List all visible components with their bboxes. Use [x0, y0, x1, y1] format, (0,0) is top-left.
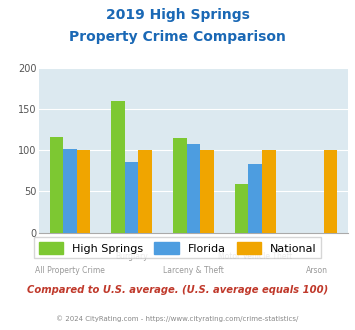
- Text: 2019 High Springs: 2019 High Springs: [105, 8, 250, 22]
- Bar: [262, 150, 275, 233]
- Text: Property Crime Comparison: Property Crime Comparison: [69, 30, 286, 44]
- Bar: [138, 150, 152, 233]
- Bar: [50, 137, 63, 233]
- Bar: [324, 150, 337, 233]
- Bar: [77, 150, 90, 233]
- Legend: High Springs, Florida, National: High Springs, Florida, National: [34, 238, 321, 258]
- Bar: [125, 162, 138, 233]
- Bar: [235, 184, 248, 233]
- Text: Motor Vehicle Theft: Motor Vehicle Theft: [218, 252, 293, 261]
- Bar: [63, 148, 77, 233]
- Bar: [187, 145, 200, 233]
- Text: Arson: Arson: [306, 266, 328, 275]
- Text: All Property Crime: All Property Crime: [35, 266, 105, 275]
- Text: Burglary: Burglary: [115, 252, 148, 261]
- Text: © 2024 CityRating.com - https://www.cityrating.com/crime-statistics/: © 2024 CityRating.com - https://www.city…: [56, 315, 299, 322]
- Text: Compared to U.S. average. (U.S. average equals 100): Compared to U.S. average. (U.S. average …: [27, 285, 328, 295]
- Bar: [173, 138, 187, 233]
- Bar: [200, 150, 214, 233]
- Bar: [111, 101, 125, 233]
- Text: Larceny & Theft: Larceny & Theft: [163, 266, 224, 275]
- Bar: [248, 164, 262, 233]
